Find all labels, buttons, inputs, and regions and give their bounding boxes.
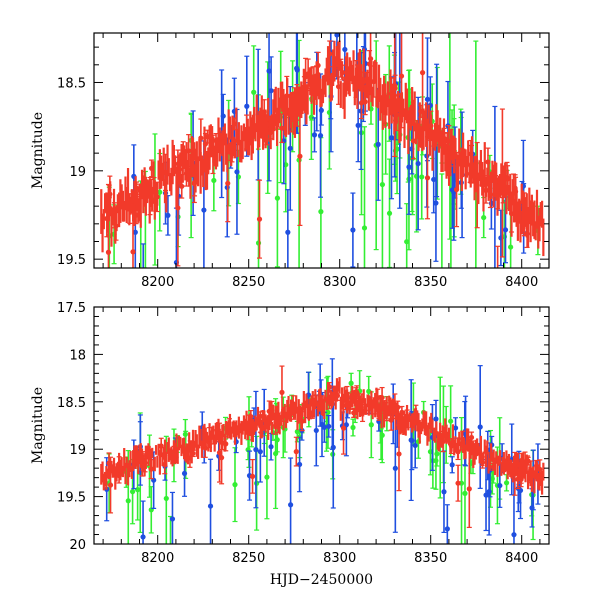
blue-point bbox=[296, 436, 303, 493]
red-point bbox=[256, 179, 263, 259]
blue-point bbox=[169, 491, 176, 544]
red-point bbox=[293, 436, 299, 467]
red-point bbox=[495, 245, 501, 268]
y-tick-label: 18 bbox=[69, 348, 86, 363]
green-point bbox=[361, 126, 368, 268]
bottom-panel: 8200 8250 8300 8350 8400 17.5 18 18.5 19 19.5 20 Ma… bbox=[30, 301, 550, 588]
red-point bbox=[455, 464, 461, 502]
x-tick-label: 8400 bbox=[505, 551, 538, 566]
x-tick-label: 8300 bbox=[323, 551, 356, 566]
x-tick-label: 8250 bbox=[232, 551, 265, 566]
plot-area bbox=[100, 33, 545, 451]
x-axis-label: HJD−2450000 bbox=[270, 572, 373, 588]
blue-point bbox=[444, 504, 450, 544]
blue-point bbox=[115, 303, 120, 445]
y-tick-label: 17.5 bbox=[57, 301, 86, 316]
y-axis-label: Magnitude bbox=[30, 112, 46, 189]
blue-point bbox=[449, 456, 455, 474]
blue-point bbox=[140, 500, 146, 544]
blue-point bbox=[207, 458, 214, 544]
red-point bbox=[249, 458, 256, 494]
green-point bbox=[274, 128, 281, 268]
blue-point bbox=[285, 189, 291, 268]
green-point bbox=[404, 203, 410, 268]
blue-point bbox=[311, 117, 318, 153]
green-point bbox=[264, 434, 270, 520]
green-point bbox=[232, 447, 238, 523]
y-tick-label: 18.5 bbox=[57, 396, 86, 411]
red-series bbox=[100, 365, 545, 529]
y-tick-label: 19 bbox=[69, 165, 86, 180]
y-tick-label: 20 bbox=[69, 538, 86, 553]
x-tick-label: 8200 bbox=[141, 275, 174, 290]
green-point bbox=[348, 372, 354, 394]
green-point bbox=[503, 474, 510, 492]
green-point bbox=[182, 418, 188, 450]
y-tick-label: 19 bbox=[69, 443, 86, 458]
y-axis-label: Magnitude bbox=[30, 387, 46, 464]
red-dense-band bbox=[100, 377, 545, 495]
blue-point bbox=[268, 432, 274, 461]
x-tick-label: 8350 bbox=[414, 275, 447, 290]
blue-point bbox=[477, 365, 483, 489]
blue-point bbox=[326, 414, 332, 438]
red-series bbox=[100, 33, 545, 268]
blue-point bbox=[140, 243, 146, 268]
blue-point bbox=[415, 96, 421, 231]
blue-point bbox=[313, 394, 319, 467]
x-tick-label: 8400 bbox=[505, 275, 538, 290]
x-tick-label: 8200 bbox=[141, 551, 174, 566]
blue-point bbox=[350, 192, 356, 268]
plot-area bbox=[100, 358, 545, 544]
green-point bbox=[439, 173, 445, 268]
y-tick-label: 19.5 bbox=[57, 253, 86, 268]
x-tick-label: 8250 bbox=[232, 275, 265, 290]
x-tick-label: 8300 bbox=[323, 275, 356, 290]
blue-point bbox=[532, 358, 537, 451]
x-tick-label: 8350 bbox=[414, 551, 447, 566]
blue-point bbox=[253, 390, 259, 509]
y-tick-label: 19.5 bbox=[57, 491, 86, 506]
top-panel: 8200 8250 8300 8350 8400 18.5 19 19.5 Magnitude bbox=[30, 32, 550, 451]
red-dense-band bbox=[100, 40, 545, 257]
blue-point bbox=[288, 457, 294, 544]
y-tick-label: 18.5 bbox=[57, 76, 86, 91]
